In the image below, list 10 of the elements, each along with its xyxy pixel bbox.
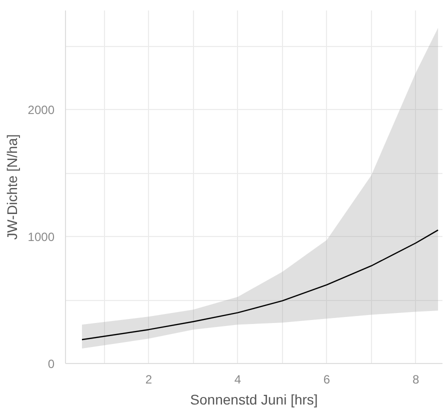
x-tick-label: 8: [412, 372, 420, 386]
x-tick-label: 4: [234, 372, 242, 386]
line-series: [81, 229, 439, 340]
x-tick-label: 6: [323, 372, 330, 386]
x-tick-label: 2: [145, 372, 152, 386]
y-tick-label: 0: [48, 357, 55, 371]
y-tick-label: 1000: [28, 230, 55, 244]
y-axis-title: JW-Dichte [N/ha]: [4, 134, 20, 240]
y-tick-label: 2000: [28, 103, 55, 118]
x-axis-title: Sonnenstd Juni [hrs]: [190, 392, 318, 408]
